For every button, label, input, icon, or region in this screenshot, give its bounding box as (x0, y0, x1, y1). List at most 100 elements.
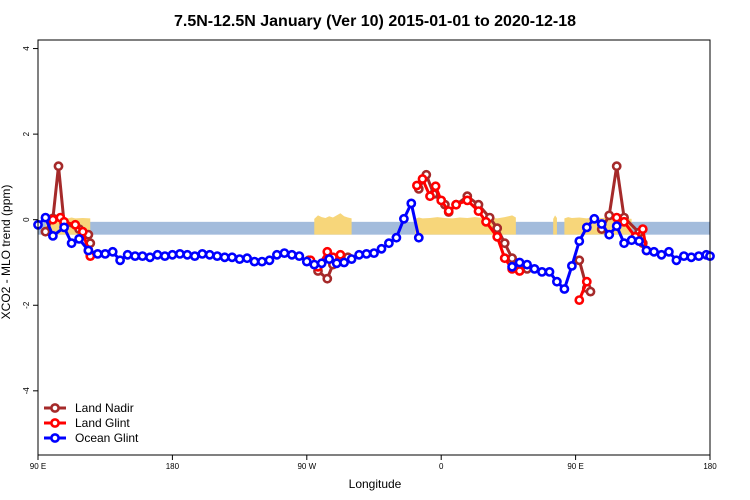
data-point (634, 236, 644, 246)
data-point (369, 248, 379, 258)
data-point (301, 256, 312, 267)
data-point (425, 191, 435, 202)
data-point (514, 257, 525, 268)
data-point (167, 249, 178, 260)
x-tick-label: 180 (166, 462, 180, 471)
data-point (398, 213, 409, 224)
data-point (430, 181, 441, 192)
data-point (107, 246, 118, 257)
series-ocean-glint (33, 198, 715, 294)
x-tick-label: 90 W (297, 462, 316, 471)
data-point (145, 252, 155, 263)
x-tick-label: 0 (439, 462, 444, 471)
data-point (286, 249, 297, 260)
data-point (234, 254, 245, 264)
data-point (331, 258, 342, 269)
legend-item: Land Glint (44, 416, 130, 430)
data-point (212, 251, 223, 261)
chart-title: 7.5N-12.5N January (Ver 10) 2015-01-01 t… (174, 13, 576, 30)
data-point (242, 253, 252, 264)
data-point (686, 252, 697, 263)
data-point (417, 174, 428, 184)
data-point (324, 254, 335, 264)
data-point (679, 251, 689, 261)
data-point (346, 254, 357, 264)
data-point (264, 255, 275, 266)
data-point (664, 246, 674, 257)
data-point (115, 255, 125, 266)
data-point (514, 266, 525, 276)
data-point (492, 231, 503, 242)
data-point (92, 248, 103, 259)
data-point (383, 238, 394, 249)
legend-label: Land Nadir (75, 401, 134, 415)
plot-frame (37, 39, 711, 456)
data-point (552, 276, 562, 287)
land-fill-area (314, 213, 352, 235)
data-point (53, 161, 64, 172)
data-point (204, 249, 215, 260)
data-point (529, 263, 540, 274)
legend-label: Land Glint (75, 416, 130, 430)
data-point (436, 195, 447, 206)
data-point (611, 161, 622, 172)
x-axis: 90 E 180 90 W 0 90 E 180 (30, 455, 717, 471)
land-fill-area (553, 215, 557, 235)
data-point (335, 249, 346, 260)
data-point (279, 248, 290, 258)
data-point (443, 206, 454, 216)
reference-band (38, 221, 710, 235)
data-point (589, 213, 600, 224)
data-point (492, 223, 503, 234)
data-point (451, 199, 461, 210)
data-point (671, 255, 682, 266)
x-tick-label: 180 (703, 462, 717, 471)
data-point (499, 238, 510, 249)
y-tick-label: 4 (22, 46, 31, 51)
data-point (656, 249, 667, 260)
data-point (462, 195, 473, 206)
y-tick-label: 2 (22, 131, 31, 136)
data-point (619, 238, 629, 249)
data-point (354, 249, 364, 260)
data-point (649, 246, 659, 257)
data-point (499, 253, 510, 264)
data-point (507, 261, 517, 272)
data-point (77, 226, 88, 237)
data-point (40, 226, 51, 237)
data-point (693, 251, 704, 261)
data-point (626, 235, 637, 246)
data-point (309, 259, 320, 270)
data-point (174, 248, 185, 259)
data-point (322, 273, 333, 284)
data-point (66, 238, 77, 249)
data-point (581, 222, 592, 233)
x-tick-label: 90 E (30, 462, 46, 471)
data-point (137, 251, 148, 261)
data-point (316, 258, 327, 269)
data-point (70, 219, 81, 230)
data-point (619, 216, 629, 227)
data-point (611, 212, 622, 223)
data-point (83, 245, 94, 256)
data-point (581, 276, 592, 287)
data-point (411, 180, 422, 191)
data-point (339, 257, 349, 268)
data-point (152, 249, 163, 260)
data-point (59, 222, 69, 233)
data-point (641, 245, 652, 256)
data-point (406, 198, 417, 209)
data-point (376, 243, 387, 254)
x-tick-label: 90 E (567, 462, 583, 471)
y-axis-label: XCO2 - MLO trend (ppm) (0, 185, 13, 320)
y-axis: 4 2 0 -2 -4 (22, 46, 38, 394)
data-point (361, 248, 372, 259)
data-point (257, 256, 267, 267)
legend-label: Ocean Glint (75, 431, 139, 445)
legend-swatch-marker (50, 433, 60, 443)
data-point (271, 249, 282, 260)
data-point (604, 210, 615, 221)
data-point (391, 232, 402, 243)
data-point (48, 230, 58, 241)
